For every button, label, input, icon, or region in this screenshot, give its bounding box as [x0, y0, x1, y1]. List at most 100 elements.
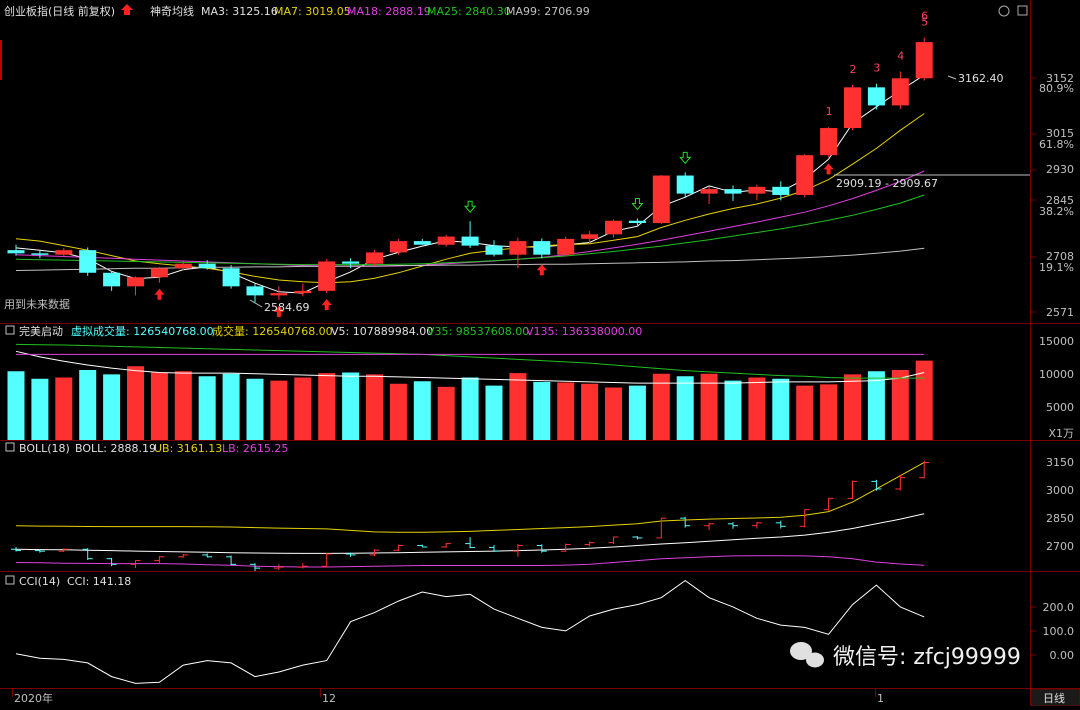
volume-bar: [55, 377, 73, 440]
volume-bar: [150, 372, 168, 440]
volume-bar: [509, 373, 527, 440]
cci-yaxis-ticks: [1030, 606, 1036, 656]
wave-label: 2: [850, 63, 857, 76]
watermark: 微信号: zfcj99999: [790, 642, 1021, 670]
x-label: 1: [877, 692, 884, 705]
ma25-value: MA25: 2840.30: [427, 5, 511, 18]
candle-body: [437, 236, 455, 245]
low-price-label: 2584.69: [264, 301, 310, 314]
boll-title[interactable]: BOLL(18): [19, 442, 70, 455]
y-tick-label: 100.0: [1043, 625, 1075, 638]
candle-body: [652, 175, 670, 224]
volume-bar: [676, 376, 694, 440]
high-pointer: [947, 75, 957, 80]
volume-bar: [270, 380, 288, 440]
volume-bar: [31, 378, 49, 440]
ub-value: UB: 3161.13: [154, 442, 222, 455]
volume-bar: [915, 360, 933, 440]
v135-value: V135: 136338000.00: [526, 325, 642, 338]
series-line-ub: [15, 461, 925, 533]
candle-body: [246, 286, 264, 296]
volume-unit: X1万: [1048, 427, 1074, 440]
candle-body: [891, 78, 909, 106]
volume-title[interactable]: 完美启动: [19, 324, 63, 338]
panel-toggle-icon[interactable]: [5, 325, 15, 335]
candle-body: [581, 234, 599, 239]
chart-title: 创业板指(日线 前复权): [4, 4, 115, 18]
cci-title[interactable]: CCI(14): [19, 575, 60, 588]
candle-body: [270, 293, 288, 296]
up-arrow-icon: [121, 4, 133, 15]
series-line-ma7: [15, 113, 925, 284]
watermark-text: 微信号: zfcj99999: [833, 645, 1021, 670]
volume-bar: [198, 376, 216, 440]
y-tick-label: 2700: [1046, 540, 1074, 553]
pct-tick-label: 38.2%: [1039, 205, 1074, 218]
v35-value: V35: 98537608.00: [427, 325, 529, 338]
candle-body: [389, 241, 407, 253]
y-tick-label: 3152: [1046, 72, 1074, 85]
level-range-label: 2909.19 - 2909.67: [836, 177, 938, 190]
volume-bar: [844, 374, 861, 440]
series-line-cci: [15, 579, 925, 684]
buy-signal-icon: [273, 305, 284, 317]
wave-labels: 1 2 3 4 56: [826, 10, 929, 119]
series-line-v5: [15, 350, 925, 384]
y-tick-label: 2845: [1046, 194, 1074, 207]
volume-bar: [389, 383, 407, 440]
volume-bar: [342, 372, 360, 440]
wave-label: 5: [921, 16, 928, 29]
volume-bar: [366, 374, 383, 440]
boll-yaxis: 3150 3000 2850 2700: [1046, 456, 1074, 553]
v5-value: V5: 107889984.00: [331, 325, 433, 338]
future-data-note: 用到未来数据: [4, 297, 70, 311]
y-tick-label: 0.00: [1050, 649, 1075, 662]
pct-tick-label: 19.1%: [1039, 261, 1074, 274]
candle-body: [461, 236, 479, 246]
candle-body: [605, 220, 622, 235]
virtual-volume-value: 虚拟成交量: 126540768.00: [71, 324, 214, 338]
volume-bar: [581, 383, 599, 440]
volume-header: 完美启动 虚拟成交量: 126540768.00 成交量: 126540768.…: [5, 324, 642, 338]
volume-bar: [772, 378, 790, 440]
volume-bar: [605, 387, 622, 440]
period-tab-label[interactable]: 日线: [1043, 691, 1065, 705]
main-annotations: 用到未来数据 2584.69 3162.40 2909.19 - 2909.67: [4, 72, 1030, 314]
maximize-icon[interactable]: [1017, 5, 1028, 16]
ma3-value: MA3: 3125.16: [201, 5, 278, 18]
volume-bar: [724, 380, 742, 440]
candle-body: [867, 87, 885, 106]
candle-body: [342, 261, 360, 264]
indicator-name[interactable]: 神奇均线: [150, 4, 194, 18]
volume-bar: [652, 373, 670, 440]
volume-bar: [628, 385, 646, 440]
sell-signal-icon: [679, 151, 692, 165]
wave-label: 6: [921, 10, 928, 23]
period-tab[interactable]: 日线: [1030, 688, 1080, 707]
candle-body: [413, 241, 431, 245]
candle-body: [222, 268, 240, 287]
y-tick-label: 2930: [1046, 163, 1074, 176]
candle-body: [150, 268, 168, 278]
cci-plot: [15, 579, 925, 684]
volume-bar: [318, 373, 336, 440]
series-line-lb: [15, 555, 925, 568]
ma18-value: MA18: 2888.19: [347, 5, 431, 18]
candle-body: [7, 250, 25, 254]
x-label: 2020年: [14, 691, 53, 705]
settings-icon[interactable]: [998, 5, 1010, 17]
panel-toggle-icon[interactable]: [5, 442, 15, 452]
panel-toggle-icon[interactable]: [5, 575, 15, 585]
volume-bar: [79, 370, 97, 440]
boll-value: BOLL: 2888.19: [75, 442, 156, 455]
volume-bar: [867, 371, 885, 440]
candle-body: [198, 263, 216, 269]
buy-signal-icon: [321, 299, 332, 311]
cci-value: CCI: 141.18: [67, 575, 131, 588]
series-line-ma25: [15, 194, 925, 266]
volume-bar: [294, 377, 312, 440]
y-tick-label: 2708: [1046, 250, 1074, 263]
candle-body: [628, 220, 646, 224]
candle-body: [127, 277, 144, 287]
volume-bar: [796, 385, 814, 440]
